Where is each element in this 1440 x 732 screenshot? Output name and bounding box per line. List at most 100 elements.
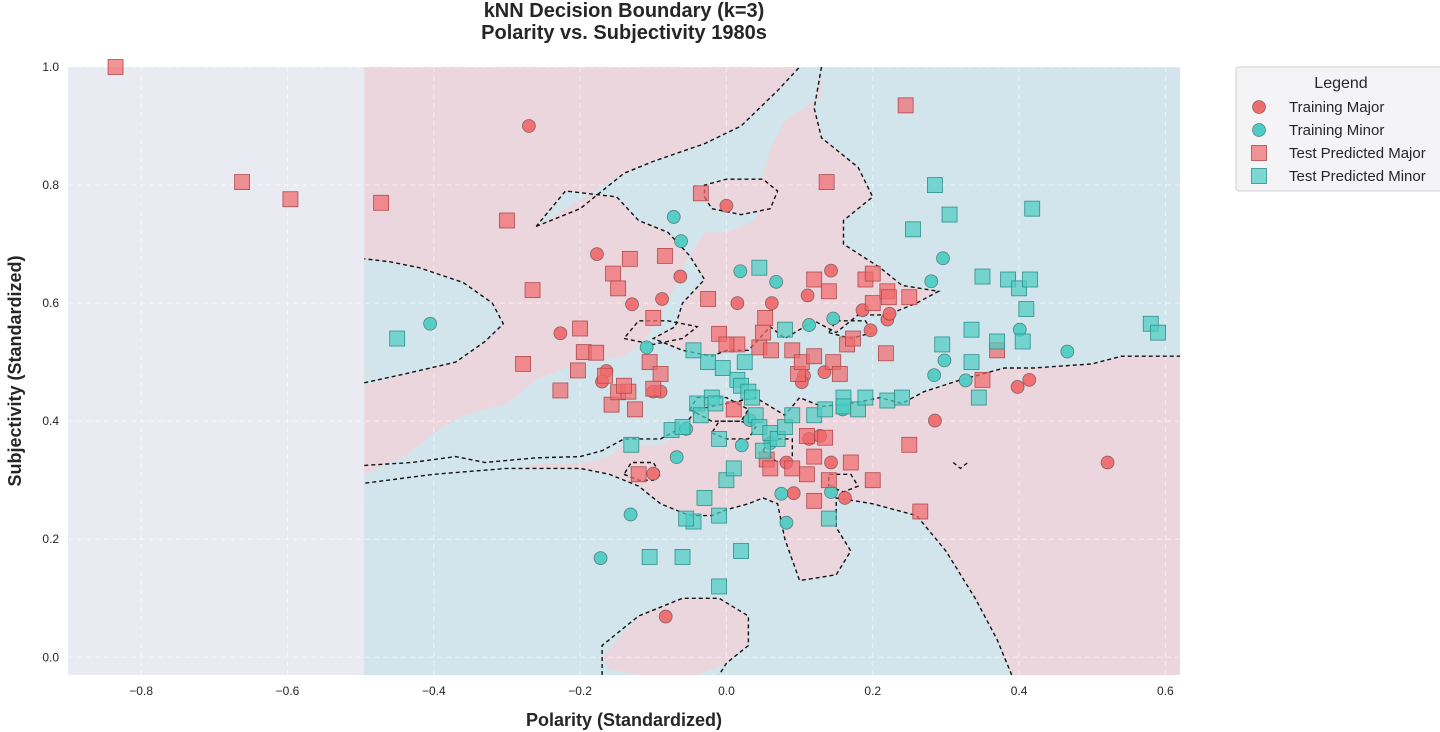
test-point bbox=[711, 578, 728, 595]
legend-label: Test Predicted Major bbox=[1289, 145, 1426, 162]
region-minor bbox=[364, 468, 1012, 675]
test-point bbox=[806, 271, 823, 288]
test-point bbox=[755, 324, 771, 341]
training-point bbox=[1060, 344, 1075, 359]
test-point bbox=[674, 549, 691, 565]
test-point bbox=[234, 174, 251, 191]
test-point bbox=[1024, 200, 1041, 217]
test-point bbox=[784, 342, 801, 359]
legend-entry: Test Predicted Minor bbox=[1251, 168, 1426, 185]
series-training-minor bbox=[423, 210, 1075, 566]
training-point bbox=[824, 455, 838, 470]
test-point bbox=[879, 392, 896, 409]
training-point bbox=[593, 551, 608, 566]
test-point bbox=[707, 395, 724, 412]
test-point bbox=[641, 549, 658, 565]
test-point bbox=[282, 191, 299, 208]
test-point bbox=[605, 265, 621, 282]
training-point bbox=[719, 198, 734, 213]
test-point bbox=[820, 472, 837, 489]
training-point bbox=[669, 450, 684, 465]
training-point bbox=[1022, 372, 1037, 387]
legend-marker-square bbox=[1251, 145, 1267, 161]
test-point bbox=[630, 466, 647, 483]
test-point bbox=[499, 212, 515, 229]
test-point bbox=[552, 382, 569, 399]
test-point bbox=[718, 336, 735, 353]
test-point bbox=[806, 348, 823, 365]
training-point bbox=[658, 609, 673, 624]
test-point bbox=[845, 330, 861, 347]
test-point bbox=[864, 295, 881, 312]
x-tick-label: 0.6 bbox=[1157, 684, 1174, 698]
test-point bbox=[784, 407, 801, 424]
chart-subtitle: Polarity vs. Subjectivity 1980s bbox=[481, 22, 767, 44]
training-point bbox=[423, 316, 438, 331]
test-point bbox=[373, 194, 390, 211]
training-point bbox=[824, 263, 838, 278]
training-point bbox=[673, 269, 688, 284]
y-tick-label: 0.2 bbox=[42, 532, 59, 546]
legend-label: Training Major bbox=[1289, 99, 1384, 116]
training-point bbox=[639, 340, 654, 355]
test-point bbox=[733, 543, 749, 559]
training-point bbox=[802, 318, 816, 332]
training-point bbox=[666, 210, 681, 224]
test-point bbox=[645, 309, 662, 326]
test-point bbox=[678, 510, 695, 527]
y-tick-label: 0.8 bbox=[42, 178, 59, 192]
test-point bbox=[616, 377, 632, 394]
test-point bbox=[880, 289, 897, 306]
test-point bbox=[657, 247, 673, 264]
training-point bbox=[674, 234, 688, 249]
test-point bbox=[711, 507, 728, 524]
test-point bbox=[989, 333, 1006, 350]
legend-marker-circle bbox=[1252, 100, 1266, 114]
legend-entry: Training Major bbox=[1252, 99, 1384, 116]
boundary-line bbox=[364, 355, 1180, 467]
training-point bbox=[774, 486, 789, 501]
training-point bbox=[1100, 455, 1115, 470]
training-point bbox=[655, 292, 669, 306]
test-point bbox=[912, 503, 929, 520]
boundary-line bbox=[601, 597, 750, 675]
test-point bbox=[835, 398, 852, 415]
y-tick-label: 0.4 bbox=[42, 414, 59, 428]
y-tick-label: 0.0 bbox=[42, 650, 59, 664]
test-point bbox=[762, 460, 779, 477]
axis-ticks: −0.8 −0.6 −0.4 −0.2 0.0 0.2 0.4 0.6 0.0 0.2 0.4 0.6… bbox=[42, 60, 1174, 698]
training-point bbox=[646, 466, 661, 481]
test-point bbox=[784, 460, 801, 477]
training-point bbox=[590, 247, 604, 262]
x-tick-label: 0.2 bbox=[864, 684, 881, 698]
training-point bbox=[764, 296, 779, 311]
test-point bbox=[1150, 324, 1166, 341]
test-point bbox=[570, 362, 586, 379]
test-point bbox=[1022, 271, 1038, 288]
legend-entry: Training Minor bbox=[1252, 122, 1384, 139]
test-point bbox=[963, 354, 980, 371]
boundary-line bbox=[952, 461, 969, 470]
test-point bbox=[818, 174, 835, 191]
training-point bbox=[733, 264, 748, 279]
test-point bbox=[901, 436, 918, 453]
test-point bbox=[621, 250, 638, 267]
training-point bbox=[521, 119, 536, 133]
data-points bbox=[107, 59, 1166, 624]
test-point bbox=[820, 510, 837, 527]
legend-entry: Test Predicted Major bbox=[1251, 145, 1426, 162]
training-point bbox=[838, 491, 852, 505]
test-point bbox=[894, 389, 910, 406]
test-point bbox=[685, 342, 702, 359]
test-point bbox=[755, 442, 771, 459]
test-point bbox=[831, 366, 848, 382]
test-point bbox=[107, 59, 124, 75]
test-point bbox=[692, 407, 709, 424]
boundary-line bbox=[364, 467, 1013, 675]
test-point bbox=[645, 380, 662, 397]
test-point bbox=[817, 429, 834, 446]
test-point bbox=[817, 401, 834, 418]
training-point bbox=[734, 438, 749, 453]
test-point bbox=[641, 354, 658, 371]
